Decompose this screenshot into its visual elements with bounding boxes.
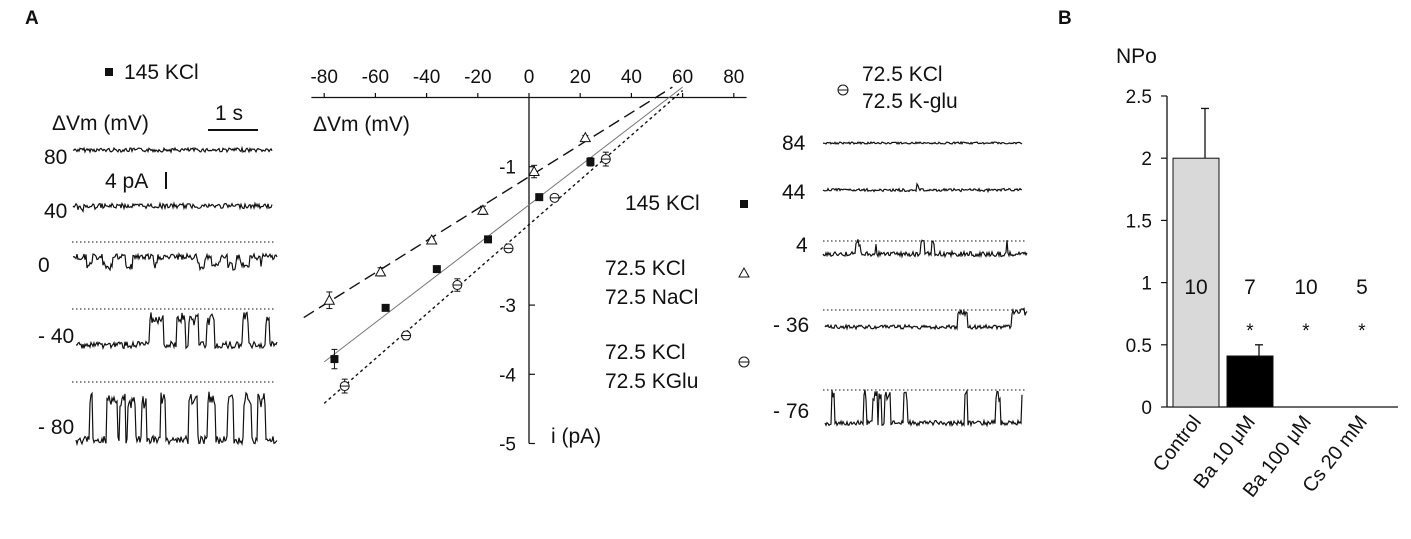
channel-trace <box>824 388 1023 428</box>
iv-legend: 145 KCl 72.5 KCl 72.5 NaCl 72.5 KCl 72.5… <box>605 192 750 393</box>
left-voltage-label: 0 <box>38 254 50 277</box>
iv-data-point <box>323 294 336 305</box>
iv-data-point <box>586 157 595 166</box>
iv-data-point <box>535 193 544 202</box>
filled-square-marker-icon <box>105 68 113 76</box>
left-traces-panel: A 145 KCl ΔVm (mV) 1 s 4 pA 80 40 0 - 40… <box>25 8 278 447</box>
iv-data-point <box>432 265 441 274</box>
bar-y-axis-label: NPo <box>1116 45 1157 68</box>
right-trace-group <box>822 140 1028 428</box>
channel-trace <box>76 311 278 351</box>
iv-fit-line <box>323 86 683 363</box>
bar-y-tick-label: 0 <box>1141 398 1152 419</box>
iv-x-tick-label: 0 <box>524 67 535 88</box>
iv-data-point <box>484 235 493 244</box>
channel-trace <box>72 201 273 213</box>
iv-x-tick-label: -20 <box>464 67 491 88</box>
iv-data-point <box>374 265 387 277</box>
legend-label: 72.5 KCl <box>605 257 686 280</box>
left-voltage-label: 80 <box>44 146 67 169</box>
significance-asterisk: * <box>1358 321 1366 342</box>
iv-x-tick-label: 20 <box>570 67 591 88</box>
iv-data-point <box>381 303 390 312</box>
bar-y-tick-label: 1 <box>1141 274 1152 295</box>
legend-label: 72.5 KCl <box>605 341 686 364</box>
iv-data-point <box>477 204 489 215</box>
channel-trace <box>72 251 278 272</box>
iv-fit-lines <box>303 86 684 404</box>
iv-y-tick-label: -5 <box>499 435 516 456</box>
bar-n-label: 5 <box>1356 276 1368 299</box>
panel-b-letter: B <box>1058 8 1072 29</box>
bar-y-tick-label: 0.5 <box>1126 336 1152 357</box>
iv-fit-line <box>323 90 684 404</box>
iv-data-point <box>528 165 540 177</box>
channel-trace <box>822 140 1023 146</box>
channel-trace <box>75 391 278 447</box>
bar <box>1172 157 1220 408</box>
bar-marks <box>1172 107 1274 408</box>
bar-category-label: Control <box>1149 412 1206 476</box>
filled-square-icon <box>740 200 748 208</box>
legend-label: 145 KCl <box>625 192 700 215</box>
bar-y-tick-label: 1.5 <box>1126 211 1152 232</box>
left-condition-label: 145 KCl <box>124 61 199 84</box>
iv-y-tick-label: -1 <box>499 158 516 179</box>
left-voltage-label: 40 <box>44 200 67 223</box>
left-axis-label: ΔVm (mV) <box>52 112 149 135</box>
right-voltage-label: - 76 <box>773 400 809 423</box>
right-voltage-label: 44 <box>782 181 806 204</box>
channel-trace <box>72 145 273 154</box>
iv-data-points <box>323 131 611 394</box>
current-scale-label: 4 pA <box>105 170 148 193</box>
left-voltage-label: - 40 <box>38 325 74 348</box>
iv-fit-line <box>303 86 673 319</box>
legend-label: 72.5 NaCl <box>605 286 698 309</box>
bar-n-label: 7 <box>1244 276 1256 299</box>
iv-x-tick-label: -60 <box>362 67 389 88</box>
significance-asterisk: * <box>1302 321 1310 342</box>
bar-y-tick-label: 2.5 <box>1126 87 1152 108</box>
iv-x-tick-label: 40 <box>621 67 642 88</box>
iv-x-tick-label: -40 <box>413 67 440 88</box>
bar-n-label: 10 <box>1184 276 1207 299</box>
iv-x-tick-label: 60 <box>672 67 693 88</box>
channel-trace <box>822 182 1023 194</box>
iv-x-ticks: -80 -60 -40 -20 0 20 40 60 80 <box>310 67 744 98</box>
bar-annotations: 10 7 * 10 * 5 * <box>1184 276 1368 342</box>
significance-asterisk: * <box>1246 321 1254 342</box>
bar <box>1226 355 1274 408</box>
panel-a-letter: A <box>25 8 39 29</box>
iv-x-axis-label: ΔVm (mV) <box>313 113 410 136</box>
iv-plot: -80 -60 -40 -20 0 20 40 60 80 -1-3-4-5 ΔVm (mV) … <box>303 67 750 456</box>
left-trace-group <box>72 145 278 447</box>
iv-data-point <box>330 355 339 364</box>
iv-x-tick-label: 80 <box>723 67 744 88</box>
iv-data-point <box>579 131 592 143</box>
right-voltage-label: 4 <box>796 234 808 257</box>
bar-n-label: 10 <box>1294 276 1317 299</box>
open-triangle-icon <box>738 266 750 278</box>
right-voltage-label: - 36 <box>773 314 809 337</box>
bar-y-ticks: 0 0.5 1 1.5 2 2.5 <box>1126 87 1167 419</box>
channel-trace <box>822 239 1028 259</box>
legend-label: 72.5 KGlu <box>605 370 698 393</box>
right-condition-label: 72.5 K-glu <box>862 90 958 113</box>
bar-y-tick-label: 2 <box>1141 149 1152 170</box>
channel-trace <box>824 307 1028 331</box>
iv-y-tick-label: -3 <box>499 296 516 317</box>
iv-data-point <box>425 234 438 245</box>
right-traces-panel: 72.5 KCl 72.5 K-glu 84 44 4 - 36 - 76 <box>773 63 1028 428</box>
left-voltage-label: - 80 <box>38 416 74 439</box>
iv-y-tick-label: -4 <box>499 365 516 386</box>
right-voltage-label: 84 <box>782 132 806 155</box>
right-condition-label: 72.5 KCl <box>862 63 943 86</box>
iv-y-axis-label: i (pA) <box>551 425 601 448</box>
time-scale-label: 1 s <box>215 102 243 125</box>
iv-x-tick-label: -80 <box>310 67 337 88</box>
